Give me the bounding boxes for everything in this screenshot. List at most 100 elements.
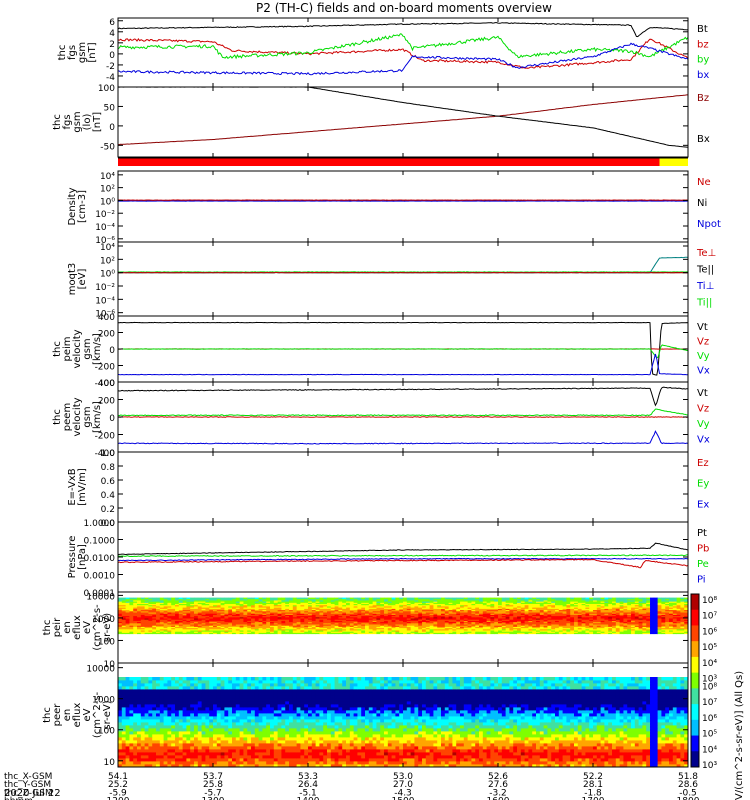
spectrogram-cell xyxy=(277,600,282,602)
spectrogram-cell xyxy=(513,603,518,606)
spectrogram-cell xyxy=(281,626,286,629)
spectrogram-cell xyxy=(289,764,294,767)
spectrogram-cell xyxy=(376,614,381,617)
spectrogram-cell xyxy=(144,630,149,632)
spectrogram-cell xyxy=(167,606,172,608)
spectrogram-cell xyxy=(589,607,594,609)
spectrogram-cell xyxy=(577,618,582,620)
spectrogram-cell xyxy=(239,624,244,626)
spectrogram-cell xyxy=(543,620,548,623)
spectrogram-cell xyxy=(254,603,259,606)
spectrogram-cell xyxy=(490,625,495,627)
spectrogram-cell xyxy=(281,621,286,624)
spectrogram-cell xyxy=(471,607,476,609)
spectrogram-cell xyxy=(182,764,187,767)
spectrogram-cell xyxy=(353,602,358,604)
spectrogram-cell xyxy=(330,630,335,632)
spectrogram-cell xyxy=(490,604,495,607)
spectrogram-cell xyxy=(171,624,176,626)
spectrogram-cell xyxy=(216,614,221,617)
spectrogram-cell xyxy=(437,625,442,627)
spectrogram-cell xyxy=(152,632,157,635)
spectrogram-cell xyxy=(422,609,427,612)
spectrogram-cell xyxy=(277,626,282,629)
spectrogram-cell xyxy=(551,610,556,613)
spectrogram-cell xyxy=(437,764,442,767)
spectrogram-cell xyxy=(384,603,389,606)
spectrogram-cell xyxy=(395,600,400,602)
spectrogram-cell xyxy=(593,619,598,621)
spectrogram-cell xyxy=(213,612,218,614)
spectrogram-cell xyxy=(452,609,457,612)
spectrogram-cell xyxy=(357,609,362,612)
spectrogram-cell xyxy=(368,618,373,620)
spectrogram-cell xyxy=(505,603,510,606)
spectrogram-cell xyxy=(551,612,556,614)
spectrogram-cell xyxy=(220,622,225,625)
spectrogram-cell xyxy=(190,619,195,621)
spectrogram-cell xyxy=(653,604,658,607)
spectrogram-cell xyxy=(448,610,453,613)
spectrogram-cell xyxy=(448,613,453,615)
spectrogram-cell xyxy=(479,602,484,604)
spectrogram-cell xyxy=(623,610,628,613)
spectrogram-cell xyxy=(555,764,560,767)
spectrogram-cell xyxy=(627,616,632,619)
spectrogram-cell xyxy=(357,601,362,603)
spectrogram-cell xyxy=(190,601,195,603)
spectrogram-cell xyxy=(220,631,225,633)
spectrogram-cell xyxy=(657,614,662,617)
spectrogram-cell xyxy=(159,598,164,601)
spectrogram-cell xyxy=(251,616,256,619)
spectrogram-cell xyxy=(239,601,244,603)
spectrogram-cell xyxy=(520,607,525,609)
y-axis-label: gsm xyxy=(72,111,83,132)
spectrogram-cell xyxy=(163,622,168,625)
spectrogram-cell xyxy=(125,602,130,604)
spectrogram-cell xyxy=(209,603,214,606)
spectrogram-cell xyxy=(228,600,233,602)
spectrogram-cell xyxy=(422,604,427,607)
spectrogram-cell xyxy=(186,631,191,633)
spectrogram-cell xyxy=(365,603,370,606)
spectrogram-cell xyxy=(680,621,685,624)
spectrogram-cell xyxy=(281,602,286,604)
spectrogram-cell xyxy=(520,631,525,633)
spectrogram-cell xyxy=(133,621,138,624)
spectrogram-cell xyxy=(384,764,389,767)
spectrogram-cell xyxy=(600,619,605,621)
spectrogram-cell xyxy=(201,612,206,614)
spectrogram-cell xyxy=(140,604,145,607)
spectrogram-cell xyxy=(296,610,301,613)
spectrogram-cell xyxy=(650,618,655,620)
spectrogram-cell xyxy=(589,612,594,614)
spectrogram-cell xyxy=(380,616,385,619)
spectrogram-cell xyxy=(558,597,563,600)
spectrogram-cell xyxy=(475,624,480,626)
spectrogram-cell xyxy=(213,602,218,604)
spectrogram-cell xyxy=(646,613,651,615)
spectrogram-cell xyxy=(475,616,480,619)
spectrogram-cell xyxy=(467,627,472,630)
spectrogram-cell xyxy=(304,603,309,606)
spectrogram-cell xyxy=(152,598,157,601)
spectrogram-cell xyxy=(292,625,297,627)
spectrogram-cell xyxy=(391,604,396,607)
spectrogram-cell xyxy=(672,628,677,631)
spectrogram-cell xyxy=(376,602,381,604)
spectrogram-cell xyxy=(422,630,427,632)
spectrogram-cell xyxy=(220,624,225,626)
spectrogram-cell xyxy=(596,628,601,631)
spectrogram-cell xyxy=(163,607,168,609)
spectrogram-cell xyxy=(338,625,343,627)
spectrogram-cell xyxy=(456,597,461,600)
spectrogram-cell xyxy=(266,618,271,620)
spectrogram-cell xyxy=(460,621,465,624)
spectrogram-cell xyxy=(422,615,427,618)
spectrogram-cell xyxy=(338,610,343,613)
spectrogram-cell xyxy=(327,615,332,618)
spectrogram-cell xyxy=(581,620,586,623)
spectrogram-cell xyxy=(669,612,674,614)
spectrogram-cell xyxy=(239,602,244,604)
spectrogram-cell xyxy=(308,597,313,600)
